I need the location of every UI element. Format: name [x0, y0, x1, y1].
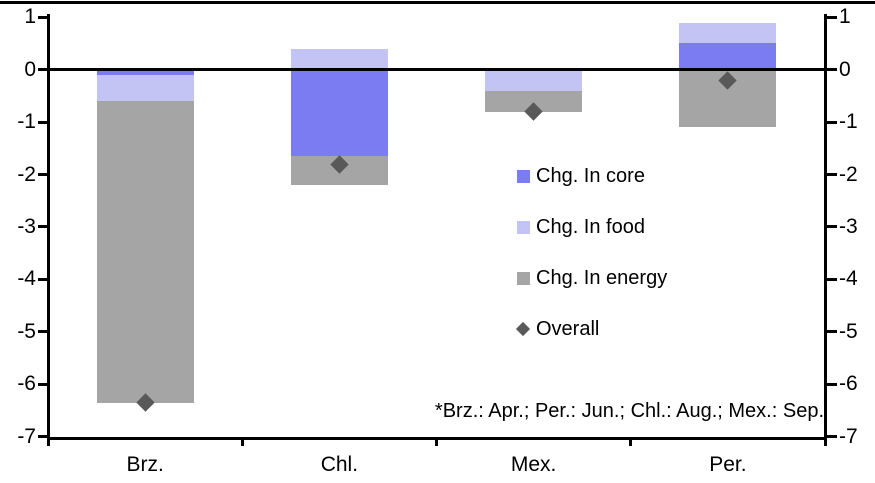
legend-square-icon: [517, 271, 530, 285]
zero-line: [48, 68, 825, 72]
y-tick-left: [38, 173, 48, 177]
footnote: *Brz.: Apr.; Per.: Jun.; Chl.: Aug.; Mex…: [434, 400, 824, 422]
y-tick-right: [827, 435, 837, 439]
legend-item: Chg. In energy: [517, 266, 667, 290]
y-tick-label-right: -1: [839, 110, 858, 134]
y-tick-left: [38, 120, 48, 124]
chart-top-border: [0, 1, 875, 4]
bar-segment-chg-in-energy: [485, 90, 583, 112]
x-axis-label: Chl.: [320, 453, 359, 476]
y-tick-left: [38, 15, 48, 19]
legend-label: Chg. In energy: [536, 266, 668, 289]
bar-segment-chg-in-core: [679, 43, 777, 70]
x-axis-tick: [240, 438, 244, 446]
bar-segment-chg-in-energy: [96, 101, 194, 403]
y-tick-label-left: -5: [17, 319, 36, 343]
bar-segment-chg-in-core: [96, 69, 194, 75]
y-tick-left: [38, 330, 48, 334]
bar-segment-chg-in-food: [679, 22, 777, 44]
y-tick-left: [38, 277, 48, 281]
x-axis-tick: [629, 438, 633, 446]
legend-item: Chg. In core: [517, 164, 667, 188]
x-axis-label: Brz.: [126, 453, 164, 476]
y-axis-left: [46, 14, 50, 446]
bar-segment-chg-in-food: [485, 69, 583, 91]
y-tick-label-left: -3: [17, 214, 36, 238]
y-tick-label-right: -5: [839, 319, 858, 343]
y-tick-label-right: -2: [839, 162, 858, 186]
legend: Chg. In core Chg. In food Chg. In energy Ov…: [515, 164, 667, 368]
y-tick-right: [827, 330, 837, 334]
legend-diamond-icon: [515, 321, 531, 337]
legend-label: Chg. In food: [536, 215, 645, 238]
bar-segment-chg-in-core: [290, 69, 388, 157]
y-tick-label-right: -3: [839, 214, 858, 238]
y-tick-label-left: -2: [17, 162, 36, 186]
legend-item: Overall: [515, 317, 667, 341]
y-tick-label-left: -6: [17, 372, 36, 396]
y-tick-right: [827, 225, 837, 229]
y-tick-right: [827, 382, 837, 386]
y-tick-left: [38, 225, 48, 229]
y-tick-label-right: -6: [839, 372, 858, 396]
y-tick-right: [827, 173, 837, 177]
legend-square-icon: [517, 169, 530, 183]
y-tick-label-left: -1: [17, 110, 36, 134]
x-axis-tick: [435, 438, 438, 446]
x-axis-label: Mex.: [510, 453, 557, 476]
y-tick-label-left: -7: [17, 424, 36, 448]
bar-segment-chg-in-food: [96, 74, 194, 102]
y-tick-label-left: -4: [17, 267, 36, 291]
y-tick-right: [827, 120, 837, 124]
y-tick-right: [827, 15, 837, 19]
legend-square-icon: [517, 220, 530, 234]
y-tick-right: [827, 277, 837, 281]
y-tick-label-right: 0: [839, 57, 851, 81]
legend-item: Chg. In food: [517, 215, 667, 239]
legend-label: Chg. In core: [536, 164, 645, 187]
y-tick-left: [38, 435, 48, 439]
legend-label: Overall: [536, 317, 600, 340]
y-tick-left: [38, 382, 48, 386]
bar-segment-chg-in-food: [290, 48, 388, 70]
y-tick-label-right: 1: [839, 5, 851, 29]
y-tick-label-left: 0: [24, 57, 36, 81]
y-tick-right: [827, 68, 837, 72]
y-tick-label-right: -7: [839, 424, 858, 448]
y-tick-label-right: -4: [839, 267, 858, 291]
x-axis-label: Per.: [709, 453, 747, 476]
y-tick-label-left: 1: [24, 5, 36, 29]
y-tick-left: [38, 68, 48, 72]
y-axis-right: [823, 14, 827, 446]
